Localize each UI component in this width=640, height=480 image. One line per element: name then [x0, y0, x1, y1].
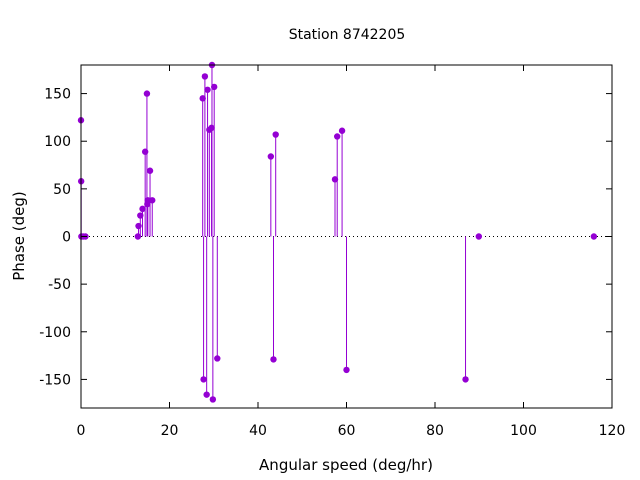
data-point: [272, 131, 279, 138]
data-point: [343, 366, 350, 374]
y-tick-label: -150: [39, 372, 71, 388]
data-point: [590, 233, 598, 240]
x-axis-ticks: 0 20 40 60 80 100 120: [77, 65, 626, 439]
data-point: [204, 86, 211, 93]
data-point: [462, 376, 469, 383]
data-point: [144, 197, 152, 204]
data-point: [137, 212, 144, 219]
data-point: [141, 148, 149, 155]
data-point: [338, 127, 346, 134]
data-point: [203, 391, 210, 398]
data-point: [214, 355, 221, 362]
data-point: [134, 233, 142, 240]
data-point: [201, 73, 209, 80]
data-point: [139, 205, 146, 213]
data-point: [267, 153, 275, 160]
data-point: [209, 396, 217, 403]
x-tick-label: 60: [338, 423, 356, 439]
x-tick-label: 100: [510, 423, 537, 439]
data-point: [334, 133, 341, 140]
x-axis-label: Angular speed (deg/hr): [259, 456, 433, 474]
x-tick-label: 40: [249, 423, 267, 439]
data-point: [270, 356, 277, 363]
points-layer: [77, 61, 598, 403]
data-point: [149, 197, 156, 204]
y-tick-label: 150: [44, 87, 71, 103]
data-point: [331, 176, 339, 183]
y-tick-label: -50: [48, 277, 71, 293]
y-tick-label: 100: [44, 134, 71, 150]
y-axis-ticks: -150 -100 -50 0 50 100 150: [39, 87, 612, 388]
data-point: [208, 124, 215, 132]
x-tick-label: 20: [161, 423, 179, 439]
data-point: [199, 95, 206, 102]
data-point: [135, 222, 142, 230]
y-tick-label: 0: [62, 230, 71, 246]
data-point: [200, 376, 207, 383]
data-point: [146, 167, 154, 174]
data-point: [475, 233, 483, 240]
y-tick-label: -100: [39, 325, 71, 341]
y-tick-label: 50: [53, 182, 71, 198]
x-tick-label: 120: [599, 423, 626, 439]
x-tick-label: 80: [426, 423, 444, 439]
data-point: [143, 90, 151, 97]
data-point: [210, 83, 218, 91]
y-axis-label: Phase (deg): [10, 191, 28, 281]
stems-layer: [80, 65, 467, 400]
x-tick-label: 0: [77, 423, 86, 439]
chart-title: Station 8742205: [289, 27, 406, 43]
